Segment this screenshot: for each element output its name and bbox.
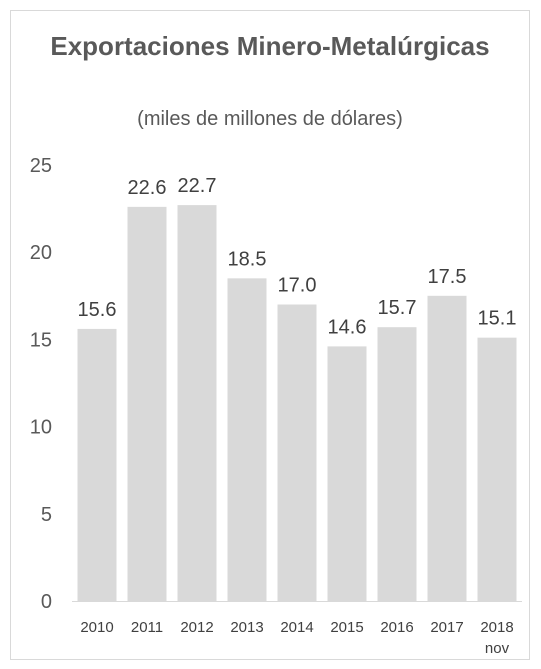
chart-title: Exportaciones Minero-Metalúrgicas (10, 30, 530, 62)
x-tick-label: 2017 (430, 619, 463, 636)
chart-title-text: Exportaciones Minero-Metalúrgicas (50, 31, 490, 61)
data-label: 15.7 (378, 297, 417, 319)
x-tick-label: 2013 (230, 619, 263, 636)
chart-subtitle: (miles de millones de dólares) (137, 108, 403, 130)
data-label: 15.6 (78, 299, 117, 321)
x-tick-label: 2011 (131, 619, 163, 636)
y-tick-label: 25 (30, 155, 52, 177)
bar (127, 206, 167, 601)
data-label: 15.1 (478, 308, 517, 330)
y-tick-label: 10 (30, 417, 52, 439)
y-tick-label: 0 (41, 591, 52, 613)
bar (77, 328, 117, 601)
bar (327, 346, 367, 601)
bar (177, 205, 217, 601)
data-label: 14.6 (328, 316, 367, 338)
data-label: 22.7 (178, 175, 217, 197)
y-tick-label: 15 (30, 329, 52, 351)
data-label: 17.0 (278, 275, 317, 297)
data-label: 22.6 (128, 177, 167, 199)
bar (277, 304, 317, 601)
bar (477, 337, 517, 601)
x-tick-label: 2010 (80, 619, 113, 636)
bar (377, 327, 417, 601)
x-tick-label: 2015 (330, 619, 363, 636)
x-tick-label: 2016 (380, 619, 413, 636)
y-tick-label: 5 (41, 504, 52, 526)
bar (227, 278, 267, 601)
x-tick-sublabel: nov (485, 640, 510, 657)
data-label: 17.5 (428, 266, 467, 288)
x-tick-label: 2012 (180, 619, 213, 636)
data-label: 18.5 (228, 248, 267, 270)
bar (427, 295, 467, 601)
y-tick-label: 20 (30, 242, 52, 264)
x-tick-label: 2018 (480, 619, 513, 636)
x-tick-label: 2014 (280, 619, 313, 636)
